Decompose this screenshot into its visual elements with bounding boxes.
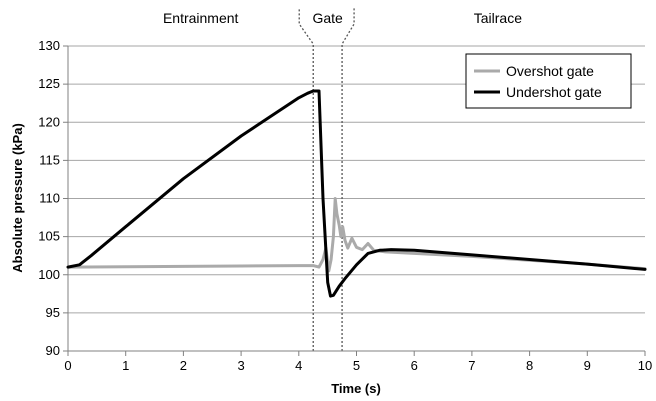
x-tick-label-6: 6 <box>411 358 418 373</box>
y-axis-title: Absolute pressure (kPa) <box>10 123 25 273</box>
x-tick-label-4: 4 <box>295 358 302 373</box>
x-tick-label-2: 2 <box>180 358 187 373</box>
boundary-left <box>298 8 314 351</box>
x-tick-label-7: 7 <box>468 358 475 373</box>
region-labels: Entrainment Gate Tailrace <box>163 10 522 26</box>
y-tick-label-100: 100 <box>38 267 60 282</box>
legend: Overshot gate Undershot gate <box>465 53 632 109</box>
series-line-1 <box>66 89 647 298</box>
legend-label-1: Undershot gate <box>506 84 602 100</box>
x-tick-label-1: 1 <box>122 358 129 373</box>
boundary-right <box>341 8 355 351</box>
grid-layer <box>68 45 645 314</box>
y-tick-label-125: 125 <box>38 76 60 91</box>
x-tick-label-8: 8 <box>526 358 533 373</box>
x-tick-label-0: 0 <box>64 358 71 373</box>
region-label-0: Entrainment <box>163 10 239 26</box>
y-tick-label-95: 95 <box>46 305 60 320</box>
legend-box <box>465 53 632 109</box>
series-line-0 <box>66 197 647 273</box>
region-boundaries <box>298 8 355 351</box>
y-tick-label-105: 105 <box>38 229 60 244</box>
series-layer <box>66 89 647 298</box>
labels-layer: 90 95 100 105 110 115 120 125 130 0 1 2 3 4 5 6 7 8 9 10 <box>38 38 652 373</box>
x-tick-label-3: 3 <box>237 358 244 373</box>
x-tick-label-10: 10 <box>638 358 652 373</box>
axes <box>63 45 646 356</box>
y-tick-label-130: 130 <box>38 38 60 53</box>
legend-label-0: Overshot gate <box>506 63 594 79</box>
region-label-1: Gate <box>312 10 343 26</box>
y-tick-label-115: 115 <box>39 152 60 167</box>
x-tick-label-9: 9 <box>584 358 591 373</box>
x-axis-title: Time (s) <box>331 381 381 396</box>
y-tick-label-110: 110 <box>39 191 60 206</box>
y-tick-label-120: 120 <box>38 114 60 129</box>
y-tick-label-90: 90 <box>46 343 60 358</box>
x-tick-label-5: 5 <box>353 358 360 373</box>
region-label-2: Tailrace <box>474 10 522 26</box>
